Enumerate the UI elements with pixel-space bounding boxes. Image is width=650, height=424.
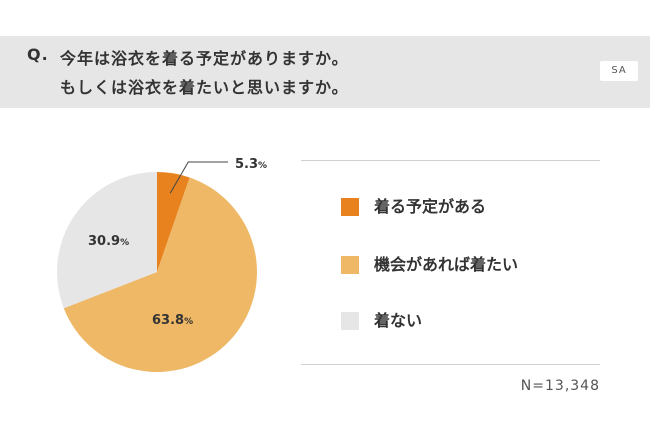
question-line-1: 今年は浴衣を着る予定がありますか。 [60,49,349,68]
pie-slice-0 [157,172,190,272]
question-line-2: もしくは浴衣を着たいと思いますか。 [60,78,349,97]
legend-swatch-0 [341,198,359,216]
question-prefix: Q. [27,45,49,64]
legend-swatch-2 [341,312,359,330]
sample-size-label: N=13,348 [520,378,600,394]
pct-label-slice-1: 63.8% [152,313,194,328]
question-header: Q. 今年は浴衣を着る予定がありますか。 もしくは浴衣を着たいと思いますか。 S… [0,36,650,108]
legend-bottom-divider [301,364,600,365]
pie-slice-1 [63,177,257,372]
pie-slice-2 [56,172,157,309]
legend-label-0: 着る予定がある [374,197,487,216]
legend-label-1: 機会があれば着たい [374,255,519,274]
legend-label-2: 着ない [374,311,423,330]
legend-top-divider [301,160,600,161]
answer-type-badge: SA [600,61,638,81]
pct-label-slice-2: 30.9% [88,234,130,249]
pct-label-slice-0: 5.3% [235,157,268,172]
legend-swatch-1 [341,256,359,274]
leader-line-slice-0 [169,161,228,194]
